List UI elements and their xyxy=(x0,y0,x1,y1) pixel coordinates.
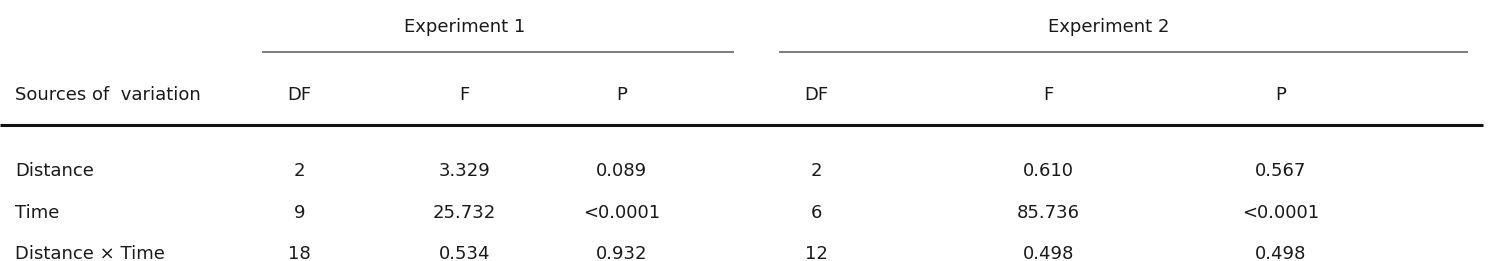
Text: Distance × Time: Distance × Time xyxy=(15,245,165,261)
Text: 0.567: 0.567 xyxy=(1255,162,1306,180)
Text: Time: Time xyxy=(15,204,60,222)
Text: Sources of  variation: Sources of variation xyxy=(15,86,201,104)
Text: 2: 2 xyxy=(810,162,822,180)
Text: 0.089: 0.089 xyxy=(596,162,647,180)
Text: Distance: Distance xyxy=(15,162,94,180)
Text: Experiment 2: Experiment 2 xyxy=(1047,18,1170,36)
Text: 9: 9 xyxy=(294,204,306,222)
Text: <0.0001: <0.0001 xyxy=(583,204,661,222)
Text: 0.498: 0.498 xyxy=(1023,245,1074,261)
Text: P: P xyxy=(616,86,628,104)
Text: F: F xyxy=(1044,86,1053,104)
Text: 85.736: 85.736 xyxy=(1017,204,1080,222)
Text: 0.498: 0.498 xyxy=(1255,245,1306,261)
Text: 6: 6 xyxy=(810,204,822,222)
Text: 2: 2 xyxy=(294,162,306,180)
Text: Experiment 1: Experiment 1 xyxy=(404,18,524,36)
Text: <0.0001: <0.0001 xyxy=(1242,204,1320,222)
Text: 3.329: 3.329 xyxy=(439,162,490,180)
Text: DF: DF xyxy=(804,86,828,104)
Text: F: F xyxy=(460,86,469,104)
Text: 0.932: 0.932 xyxy=(596,245,647,261)
Text: P: P xyxy=(1275,86,1287,104)
Text: 0.610: 0.610 xyxy=(1023,162,1074,180)
Text: 12: 12 xyxy=(804,245,828,261)
Text: 0.534: 0.534 xyxy=(439,245,490,261)
Text: 18: 18 xyxy=(288,245,312,261)
Text: 25.732: 25.732 xyxy=(433,204,496,222)
Text: DF: DF xyxy=(288,86,312,104)
